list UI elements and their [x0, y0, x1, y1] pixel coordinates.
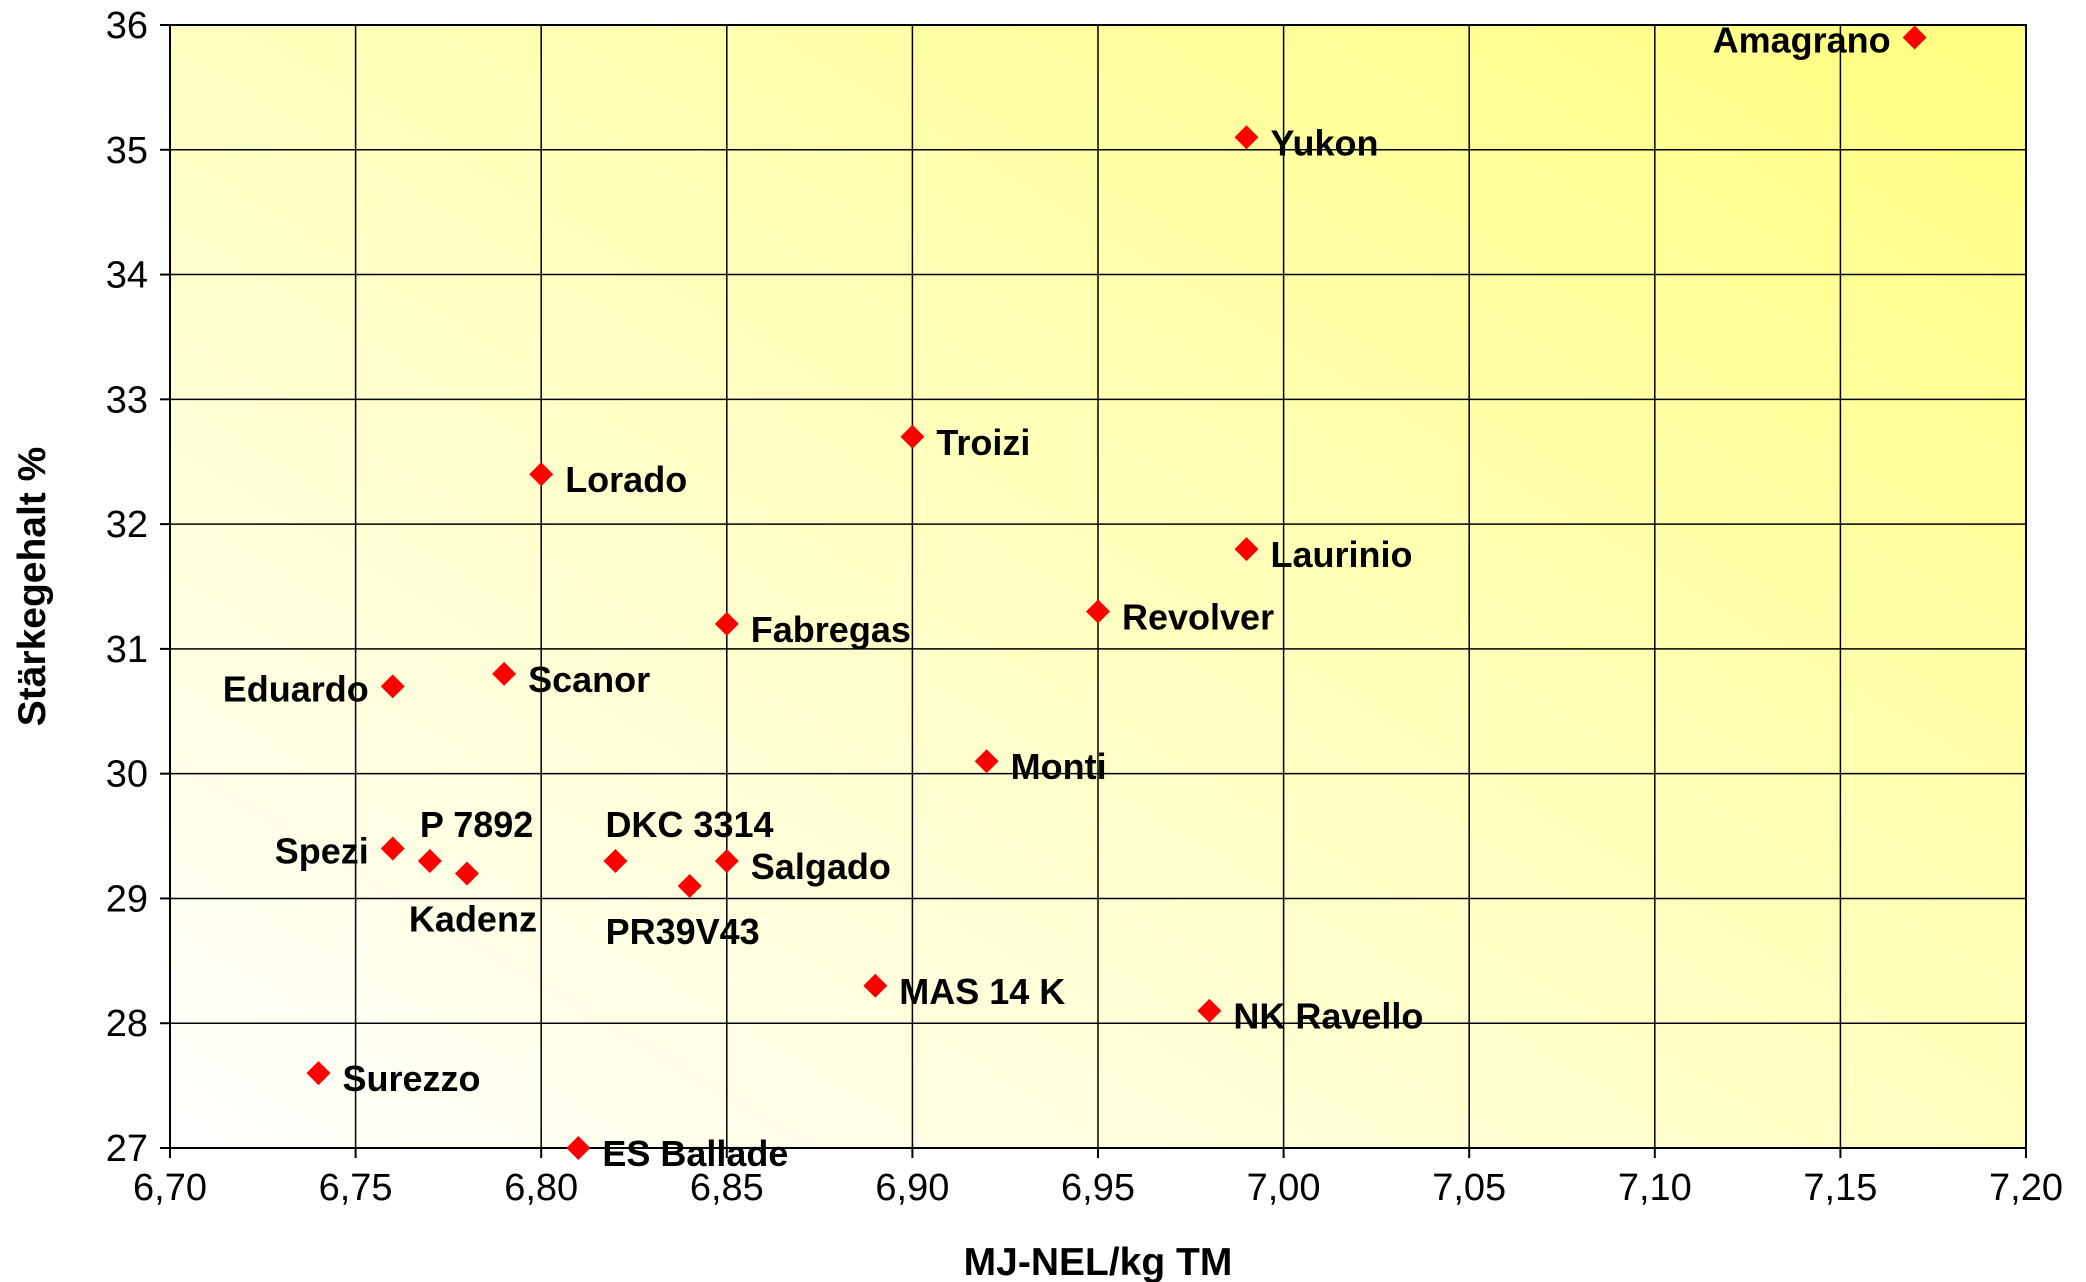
x-tick-label: 6,95 — [1061, 1167, 1135, 1209]
point-labels: Amagrano Yukon Troizi Lorado Laurinio Revolve… — [223, 19, 1891, 1174]
y-tick-label: 34 — [106, 255, 148, 297]
data-point-marker — [492, 661, 517, 686]
y-tick-label: 28 — [106, 1003, 148, 1045]
x-tick-label: 7,15 — [1803, 1167, 1877, 1209]
data-point-label: Scanor — [528, 659, 650, 700]
data-point-marker — [566, 1136, 591, 1160]
data-point-label: Lorado — [565, 459, 687, 500]
data-point-label: P 7892 — [420, 804, 533, 845]
data-point-label: ES Ballade — [602, 1133, 788, 1174]
data-point-marker — [380, 836, 405, 861]
x-tick-label: 6,85 — [690, 1167, 764, 1209]
data-point-marker — [1197, 998, 1222, 1023]
y-tick-label: 36 — [106, 5, 148, 47]
gridlines — [170, 25, 2026, 1148]
data-point-label: PR39V43 — [606, 911, 760, 952]
y-tick-label: 27 — [106, 1128, 148, 1170]
y-axis-title: Stärkegehalt % — [11, 447, 54, 727]
data-point-marker — [1086, 599, 1110, 624]
data-point-label: Revolver — [1122, 596, 1274, 637]
data-point-marker — [603, 849, 628, 874]
data-point-label: NK Ravello — [1233, 996, 1423, 1037]
data-point-label: Surezzo — [342, 1058, 480, 1099]
data-point-label: DKC 3314 — [605, 804, 773, 845]
data-point-label: MAS 14 K — [899, 971, 1065, 1012]
data-point-label: Laurinio — [1270, 534, 1412, 575]
data-point-marker — [306, 1061, 331, 1086]
x-tick-label: 7,05 — [1432, 1167, 1506, 1209]
x-tick-label: 7,20 — [1989, 1167, 2063, 1209]
data-point-label: Troizi — [936, 422, 1030, 463]
y-tick-label: 35 — [106, 130, 148, 172]
x-tick-label: 6,90 — [875, 1167, 949, 1209]
data-point-label: Eduardo — [223, 668, 369, 709]
x-axis-title: MJ-NEL/kg TM — [964, 1241, 1233, 1282]
data-point-marker — [454, 861, 479, 886]
y-tick-label: 33 — [106, 379, 148, 421]
x-tick-label: 6,75 — [319, 1167, 393, 1209]
y-tick-label: 29 — [106, 878, 148, 920]
data-point-marker — [677, 873, 702, 898]
data-point-label: Salgado — [751, 846, 891, 887]
data-points — [306, 25, 1927, 1160]
data-point-marker — [417, 849, 442, 874]
data-point-label: Kadenz — [409, 898, 537, 939]
y-tick-label: 30 — [106, 754, 148, 796]
data-point-marker — [1902, 25, 1927, 50]
data-point-marker — [863, 973, 888, 998]
y-axis-tick-labels: 27 28 29 30 31 32 33 34 35 36 — [106, 5, 148, 1170]
data-point-marker — [974, 749, 999, 774]
x-tick-label: 7,00 — [1247, 1167, 1321, 1209]
x-tick-label: 6,80 — [504, 1167, 578, 1209]
data-point-label: Monti — [1011, 746, 1107, 787]
data-point-marker — [1234, 537, 1259, 562]
x-tick-label: 7,10 — [1618, 1167, 1692, 1209]
data-point-label: Spezi — [275, 831, 369, 872]
data-point-marker — [714, 611, 739, 636]
x-axis-tick-labels: 6,70 6,75 6,80 6,85 6,90 6,95 7,00 7,05 7,10 7,15… — [133, 1167, 2063, 1209]
y-tick-label: 32 — [106, 504, 148, 546]
y-tick-label: 31 — [106, 629, 148, 671]
data-point-marker — [714, 849, 739, 874]
axis-ticks — [160, 24, 2027, 1158]
data-point-label: Yukon — [1270, 122, 1378, 163]
data-point-label: Amagrano — [1713, 19, 1891, 60]
data-point-marker — [1234, 125, 1259, 150]
data-point-marker — [900, 424, 925, 449]
data-point-marker — [529, 462, 554, 487]
data-point-label: Fabregas — [751, 609, 911, 650]
data-point-marker — [380, 674, 405, 699]
x-tick-label: 6,70 — [133, 1167, 207, 1209]
